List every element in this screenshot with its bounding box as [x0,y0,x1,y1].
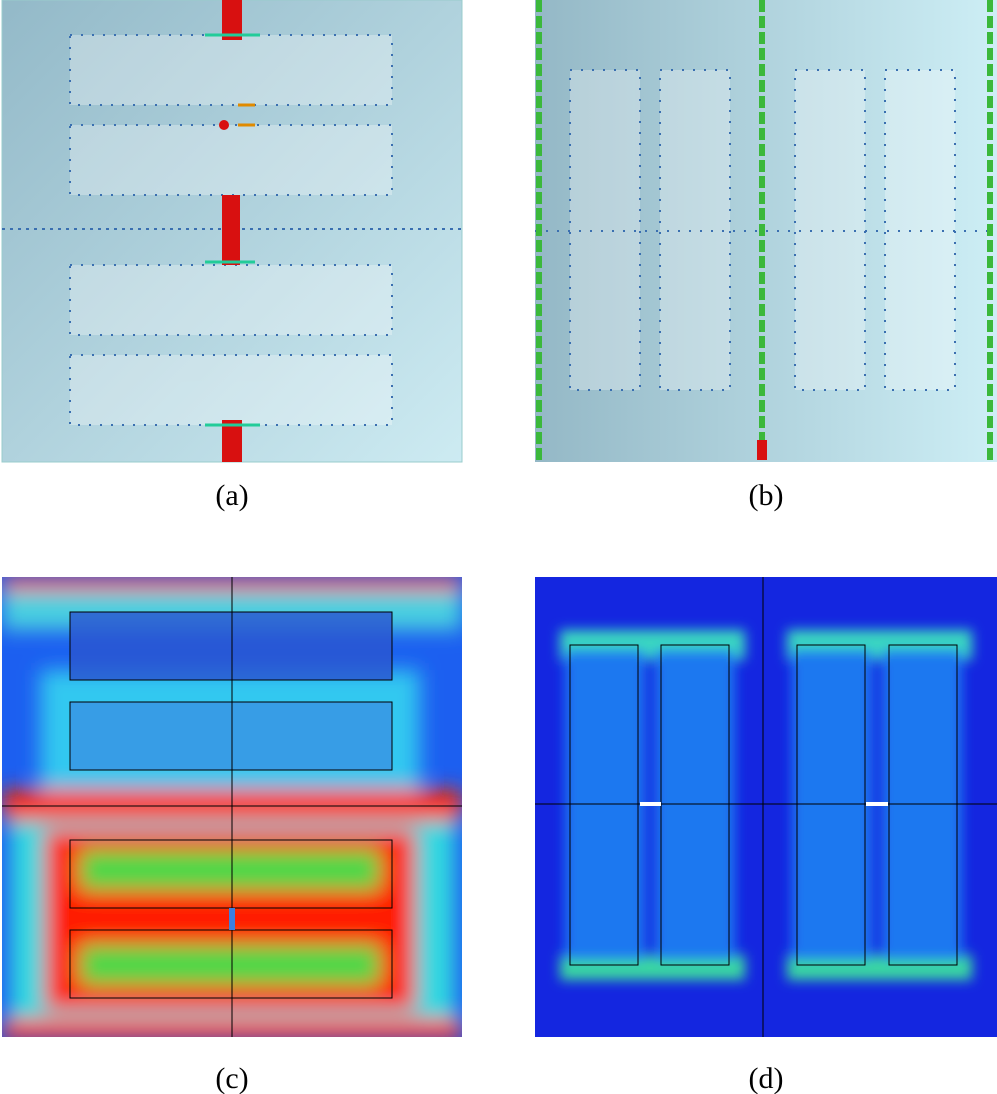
arrows [535,69,997,391]
arrows [536,0,993,462]
hotspots [219,0,242,462]
gap [229,908,235,930]
arrows [69,34,393,426]
panel-b [535,0,997,462]
structure [70,702,392,770]
gap [640,802,888,806]
structure [70,35,392,425]
structure [70,612,392,680]
hotspot [757,440,767,460]
outlines [2,577,462,1037]
arrows [205,33,260,427]
field [560,630,972,980]
panel-a [1,0,463,463]
panel-d [535,577,997,1037]
panel-c [2,577,462,1037]
panel-label: (c) [215,1062,248,1094]
panel-label: (a) [215,479,248,512]
structure [570,70,955,390]
outlines [535,577,997,1037]
panel-label: (d) [749,1062,784,1094]
panel-label: (b) [749,479,784,512]
